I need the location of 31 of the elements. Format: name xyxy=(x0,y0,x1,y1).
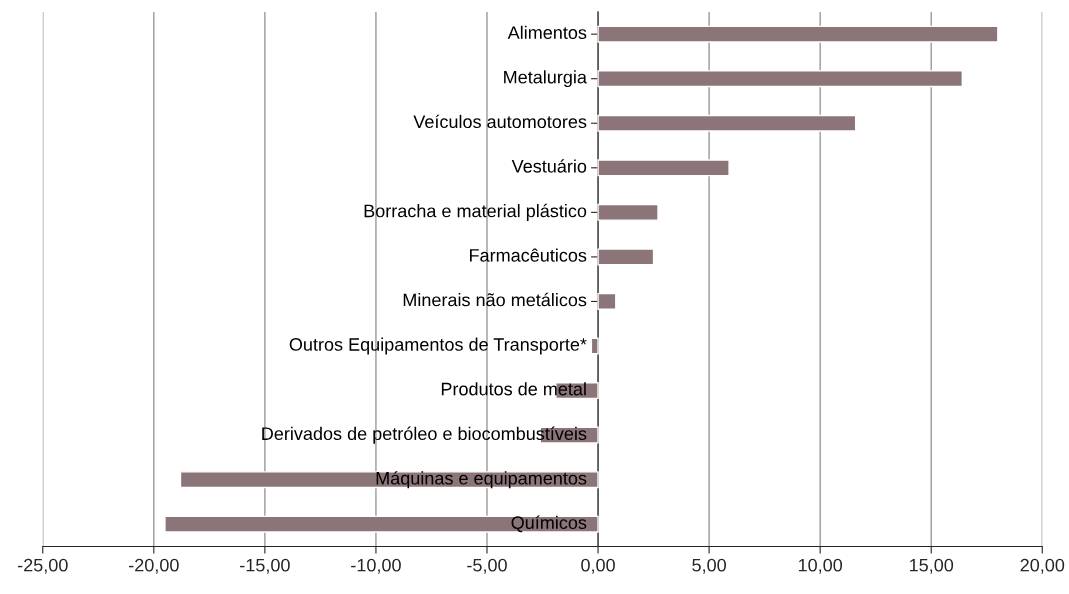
x-tick-label: 0,00 xyxy=(581,558,615,574)
x-tick-label: -25,00 xyxy=(17,558,68,574)
bar xyxy=(597,114,857,132)
y-tick-label: Químicos xyxy=(511,515,587,533)
x-tick-label: 5,00 xyxy=(692,558,726,574)
bar xyxy=(597,203,659,221)
x-tick-label: 10,00 xyxy=(798,558,843,574)
x-tick-label: -10,00 xyxy=(351,558,401,574)
x-tick-label: 15,00 xyxy=(910,558,954,574)
y-tick-label: Farmacêuticos xyxy=(470,248,587,262)
bar xyxy=(597,70,964,88)
y-tick-label: Vestuário xyxy=(511,159,587,173)
x-tick-label: -15,00 xyxy=(240,558,290,574)
y-tick-label: Borracha e material plástico xyxy=(364,203,587,221)
y-tick-label: Máquinas e equipamentos xyxy=(376,471,587,489)
bar xyxy=(597,292,617,310)
bar xyxy=(597,248,655,266)
y-tick-label: Derivados de petróleo e biocombustíveis xyxy=(262,426,587,444)
bar xyxy=(590,337,599,355)
y-tick-label: Outros Equipamentos de Transporte* xyxy=(289,337,587,355)
y-tick-label: Alimentos xyxy=(507,25,587,39)
bar xyxy=(597,25,999,43)
x-tick-label: 20,00 xyxy=(1020,558,1065,574)
x-tick-label: -5,00 xyxy=(467,558,507,574)
bar xyxy=(597,159,730,177)
y-tick-label: Veículos automotores xyxy=(413,114,587,129)
bar xyxy=(179,471,599,489)
bar xyxy=(164,515,599,533)
y-tick-label: Metalurgia xyxy=(504,70,587,88)
x-tick-label: -20,00 xyxy=(129,558,179,574)
y-tick-label: Minerais não metálicos xyxy=(403,292,587,307)
